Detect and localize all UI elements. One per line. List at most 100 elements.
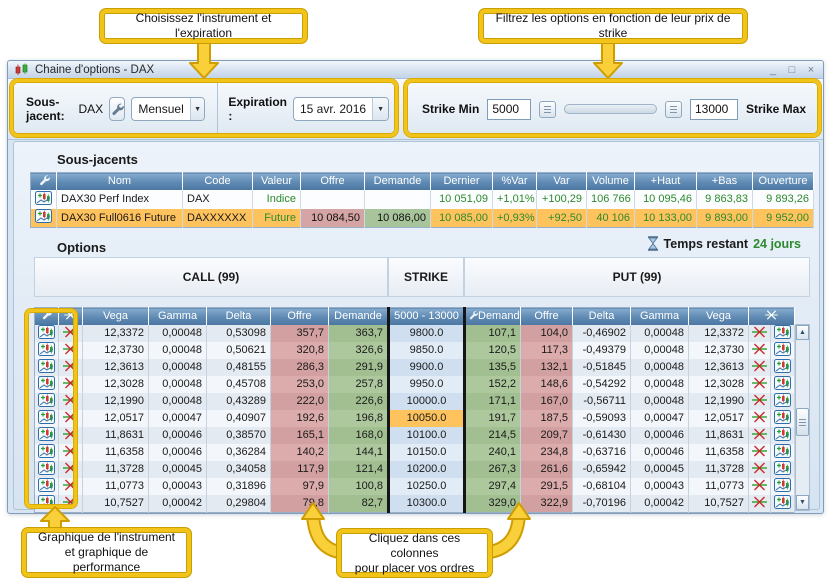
cell-call-offre[interactable]: 140,2 xyxy=(270,443,329,461)
cell-call-demande[interactable]: 82,7 xyxy=(328,494,389,512)
cell-call-offre[interactable]: 192,6 xyxy=(270,409,329,427)
col-header-strike-range[interactable]: 5000 - 13000 xyxy=(387,307,466,325)
col-header-call-delta[interactable]: Delta xyxy=(206,307,271,325)
cell-put-demande[interactable]: 214,5 xyxy=(464,426,521,444)
col-header-nom[interactable]: Nom xyxy=(56,172,183,190)
cell-call-offre[interactable]: 320,8 xyxy=(270,341,329,359)
expiration-dropdown[interactable]: 15 avr. 2016 ▼ xyxy=(293,97,389,121)
cell-call-offre[interactable]: 79,8 xyxy=(270,494,329,512)
payoff-graph-icon[interactable] xyxy=(63,343,78,355)
cell-put-demande[interactable]: 120,5 xyxy=(464,341,521,359)
col-header-put-offre[interactable]: Offre xyxy=(520,307,573,325)
minimize-button[interactable]: _ xyxy=(769,63,777,76)
payoff-graph-icon[interactable] xyxy=(752,326,767,338)
payoff-graph-icon[interactable] xyxy=(752,360,767,372)
cell-put-offre[interactable]: 167,0 xyxy=(520,392,573,410)
cell-call-offre[interactable]: 97,9 xyxy=(270,477,329,495)
cell-call-offre[interactable]: 253,0 xyxy=(270,375,329,393)
header-settings-cell[interactable] xyxy=(30,172,57,190)
col-header-call-gamma[interactable]: Gamma xyxy=(148,307,207,325)
payoff-graph-icon[interactable] xyxy=(63,326,78,338)
strike-slider-handle-max[interactable] xyxy=(664,100,682,118)
header-payoff-cell[interactable] xyxy=(58,307,83,325)
cell-put-offre[interactable]: 261,6 xyxy=(520,460,573,478)
cell-put-offre[interactable]: 234,8 xyxy=(520,443,573,461)
cell-call-demande[interactable]: 168,0 xyxy=(328,426,389,444)
instrument-chart-icon[interactable] xyxy=(35,209,52,224)
payoff-graph-icon[interactable] xyxy=(63,445,78,457)
instrument-chart-icon[interactable] xyxy=(774,358,791,373)
period-dropdown[interactable]: Mensuel ▼ xyxy=(131,97,206,121)
instrument-chart-icon[interactable] xyxy=(774,460,791,475)
payoff-graph-icon[interactable] xyxy=(63,377,78,389)
payoff-graph-icon[interactable] xyxy=(63,428,78,440)
col-header-volume[interactable]: Volume xyxy=(586,172,635,190)
instrument-chart-icon[interactable] xyxy=(774,443,791,458)
strike-max-input[interactable] xyxy=(689,98,738,120)
col-header-valeur[interactable]: Valeur xyxy=(252,172,301,190)
instrument-chart-icon[interactable] xyxy=(774,409,791,424)
cell-put-offre[interactable]: 104,0 xyxy=(520,324,573,342)
scroll-thumb[interactable] xyxy=(796,408,809,436)
payoff-graph-icon[interactable] xyxy=(63,479,78,491)
cell-call-demande[interactable]: 121,4 xyxy=(328,460,389,478)
cell-call-demande[interactable]: 196,8 xyxy=(328,409,389,427)
col-header-haut[interactable]: +Haut xyxy=(634,172,697,190)
options-table-scrollbar[interactable]: ▲ ▼ xyxy=(795,324,810,511)
col-header-offre[interactable]: Offre xyxy=(300,172,365,190)
cell-call-offre[interactable]: 222,0 xyxy=(270,392,329,410)
col-header-dernier[interactable]: Dernier xyxy=(430,172,493,190)
scroll-down-button[interactable]: ▼ xyxy=(796,495,809,510)
col-header-put-demande[interactable]: Demande xyxy=(464,307,521,325)
instrument-chart-icon[interactable] xyxy=(38,392,55,407)
cell-put-offre[interactable]: 148,6 xyxy=(520,375,573,393)
instrument-chart-icon[interactable] xyxy=(38,460,55,475)
underlying-settings-button[interactable] xyxy=(109,97,126,121)
cell-put-demande[interactable]: 135,5 xyxy=(464,358,521,376)
cell-call-demande[interactable]: 257,8 xyxy=(328,375,389,393)
cell-call-demande[interactable]: 100,8 xyxy=(328,477,389,495)
payoff-graph-icon[interactable] xyxy=(63,394,78,406)
col-header-call-demande[interactable]: Demande xyxy=(328,307,389,325)
cell-demande[interactable]: 10 086,00 xyxy=(364,208,431,228)
instrument-chart-icon[interactable] xyxy=(38,341,55,356)
cell-put-demande[interactable]: 297,4 xyxy=(464,477,521,495)
scroll-up-button[interactable]: ▲ xyxy=(796,325,809,340)
instrument-chart-icon[interactable] xyxy=(774,324,791,339)
cell-call-demande[interactable]: 363,7 xyxy=(328,324,389,342)
instrument-chart-icon[interactable] xyxy=(774,341,791,356)
payoff-graph-icon[interactable] xyxy=(752,377,767,389)
payoff-graph-icon[interactable] xyxy=(752,343,767,355)
cell-call-demande[interactable]: 144,1 xyxy=(328,443,389,461)
col-header-put-vega[interactable]: Vega xyxy=(688,307,749,325)
instrument-chart-icon[interactable] xyxy=(38,375,55,390)
col-header-code[interactable]: Code xyxy=(182,172,253,190)
cell-put-offre[interactable]: 209,7 xyxy=(520,426,573,444)
strike-slider-handle-min[interactable] xyxy=(539,100,557,118)
instrument-chart-icon[interactable] xyxy=(774,477,791,492)
instrument-chart-icon[interactable] xyxy=(38,494,55,509)
cell-put-demande[interactable]: 152,2 xyxy=(464,375,521,393)
cell-put-demande[interactable]: 191,7 xyxy=(464,409,521,427)
cell-offre[interactable]: 10 084,50 xyxy=(300,208,365,228)
instrument-chart-icon[interactable] xyxy=(38,443,55,458)
cell-put-demande[interactable]: 240,1 xyxy=(464,443,521,461)
payoff-graph-icon[interactable] xyxy=(63,360,78,372)
cell-offre[interactable] xyxy=(300,189,365,209)
payoff-graph-icon[interactable] xyxy=(63,462,78,474)
cell-put-offre[interactable]: 322,9 xyxy=(520,494,573,512)
col-header-put-delta[interactable]: Delta xyxy=(572,307,631,325)
col-header-ouverture[interactable]: Ouverture xyxy=(752,172,814,190)
cell-call-demande[interactable]: 291,9 xyxy=(328,358,389,376)
instrument-chart-icon[interactable] xyxy=(774,426,791,441)
maximize-button[interactable]: □ xyxy=(788,63,796,76)
instrument-chart-icon[interactable] xyxy=(774,494,791,509)
cell-call-demande[interactable]: 326,6 xyxy=(328,341,389,359)
close-button[interactable]: × xyxy=(807,63,815,76)
strike-range-slider[interactable] xyxy=(564,104,657,114)
payoff-graph-icon[interactable] xyxy=(63,411,78,423)
cell-put-offre[interactable]: 187,5 xyxy=(520,409,573,427)
window-titlebar[interactable]: Chaine d'options - DAX _ □ × xyxy=(8,61,823,79)
col-header-put-gamma[interactable]: Gamma xyxy=(630,307,689,325)
instrument-chart-icon[interactable] xyxy=(38,426,55,441)
